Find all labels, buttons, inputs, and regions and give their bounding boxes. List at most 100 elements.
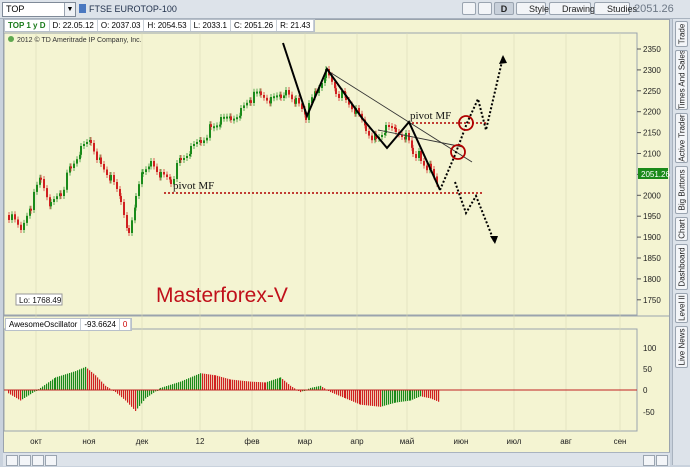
oscillator-bar [121, 390, 123, 398]
oscillator-bar [73, 371, 75, 390]
oscillator-bar [334, 390, 336, 394]
side-tab-level-ii[interactable]: Level II [675, 293, 688, 323]
oscillator-bar [131, 390, 133, 407]
side-tab-active-trader[interactable]: Active Trader [675, 113, 688, 163]
month-label: апр [350, 437, 364, 446]
oscillator-value: -93.6624 [81, 319, 120, 330]
studies-label: Studies [607, 4, 638, 14]
oscillator-bar [125, 390, 127, 401]
last-price: 2051.26 [634, 3, 674, 15]
candles [8, 66, 438, 236]
price-tick-label: 2250 [643, 87, 661, 96]
style-button[interactable]: Style [516, 2, 549, 15]
chevron-down-icon[interactable]: ▼ [64, 3, 75, 16]
oscillator-bar [34, 390, 36, 392]
oscillator-bar [69, 372, 71, 390]
candle-body [128, 228, 130, 233]
oscillator-bar [208, 374, 210, 390]
oscillator-bar [405, 390, 407, 402]
oscillator-bar [288, 384, 290, 390]
toolbar-grid-icon[interactable] [478, 2, 492, 15]
month-label: мар [298, 437, 313, 446]
oscillator-bar [347, 390, 349, 400]
candle-body [173, 179, 175, 184]
period-d-button[interactable]: D [494, 2, 514, 15]
candle-body [341, 91, 343, 98]
candle-body [23, 222, 25, 230]
zoom-in-icon[interactable] [19, 455, 31, 466]
oscillator-bar [212, 374, 214, 390]
oscillator-tick-label: -50 [643, 408, 655, 417]
oscillator-bar [360, 390, 362, 405]
symbol-period: TOP 1 y D [5, 20, 50, 31]
candle-body [169, 177, 171, 180]
side-tab-times-and-sales[interactable]: Times And Sales [675, 50, 688, 110]
oscillator-bar [242, 380, 244, 390]
bottom-toolbar [3, 452, 670, 466]
oscillator-axis: 100 50 0 -50 [4, 344, 657, 417]
oscillator-bar [24, 390, 26, 398]
oscillator-bar [55, 377, 57, 390]
side-tab-big-buttons[interactable]: Big Buttons [675, 166, 688, 214]
scroll-right-icon[interactable] [656, 455, 668, 466]
side-tab-dashboard[interactable]: Dashboard [675, 244, 688, 290]
watermark-text: Masterforex-V [156, 284, 288, 307]
candle-body [50, 202, 52, 207]
oscillator-bar [340, 390, 342, 397]
oscillator-bar [115, 390, 117, 393]
toolbar-link-icon[interactable] [462, 2, 476, 15]
candle-body [134, 207, 136, 221]
candle-body [73, 163, 75, 168]
projection-up [439, 56, 504, 191]
oscillator-bar [123, 390, 125, 399]
candle-body [150, 161, 152, 167]
oscillator-bar [357, 390, 359, 404]
symbol-input[interactable]: TOP ▼ [2, 2, 76, 17]
candle-body [76, 159, 78, 164]
oscillator-bar [412, 390, 414, 400]
candle-body [335, 88, 337, 94]
oscillator-bar [300, 390, 302, 393]
oscillator-bar [85, 366, 87, 390]
zoom-out-icon[interactable] [6, 455, 18, 466]
oscillator-bar [258, 382, 260, 390]
oscillator-tick-label: 50 [643, 365, 652, 374]
month-label: дек [136, 437, 149, 446]
oscillator-bar [162, 387, 164, 390]
candle-body [56, 196, 58, 200]
oscillator-bar [107, 387, 109, 390]
price-tick-label: 2150 [643, 129, 661, 138]
oscillator-bar [198, 374, 200, 390]
studies-button[interactable]: Studies [594, 2, 637, 15]
candle-body [321, 83, 323, 88]
candle-body [66, 172, 68, 190]
candle-body [40, 177, 42, 180]
candle-body [120, 196, 122, 202]
month-label: фев [244, 437, 259, 446]
side-tab-chart[interactable]: Chart [675, 217, 688, 241]
oscillator-bars [8, 366, 440, 411]
candle-body [145, 169, 147, 172]
drawings-button[interactable]: Drawings [549, 2, 600, 15]
oscillator-bar [160, 387, 162, 390]
oscillator-bar [362, 390, 364, 405]
oscillator-bar [390, 390, 392, 404]
search-icon[interactable] [32, 455, 44, 466]
oscillator-bar [426, 390, 428, 398]
candle-body [131, 220, 133, 233]
settings-icon[interactable] [45, 455, 57, 466]
oscillator-bar [32, 390, 34, 393]
oscillator-bar [153, 390, 155, 393]
ohlc-close: C: 2051.26 [231, 20, 278, 31]
scroll-left-icon[interactable] [643, 455, 655, 466]
candle-body [29, 208, 31, 216]
symbol-value: TOP [6, 4, 25, 14]
candle-body [156, 166, 158, 172]
candle-body [189, 154, 191, 156]
side-tab-trade[interactable]: Trade [675, 21, 688, 47]
oscillator-bar [254, 381, 256, 390]
oscillator-bar [133, 390, 135, 409]
oscillator-bar [192, 376, 194, 390]
side-tab-live-news[interactable]: Live News [675, 326, 688, 368]
candle-body [83, 144, 85, 146]
